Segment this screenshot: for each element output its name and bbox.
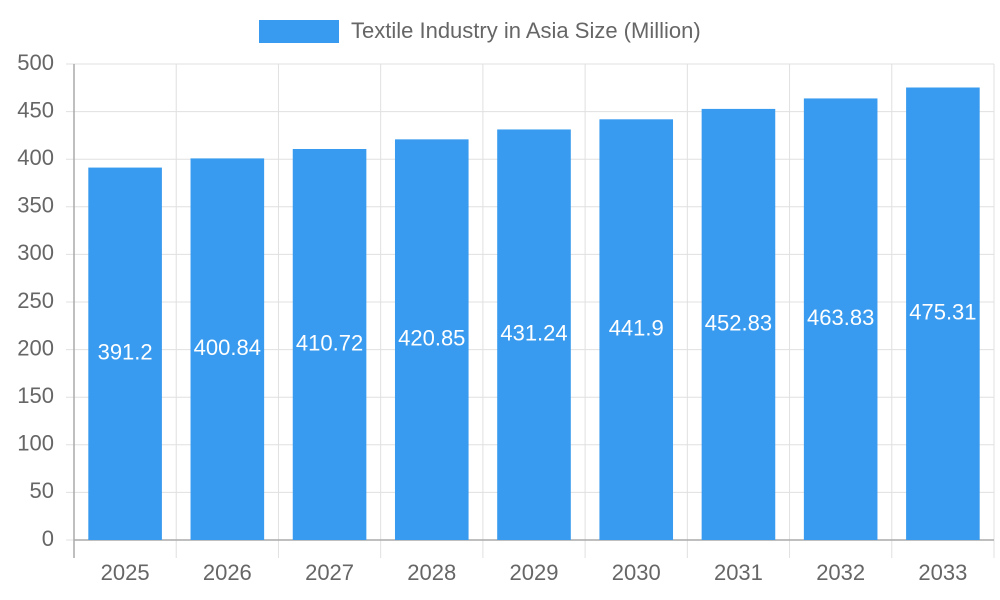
y-tick-label: 300: [17, 240, 54, 265]
legend-swatch: [259, 20, 339, 43]
bar: [292, 148, 367, 540]
y-tick-label: 350: [17, 193, 54, 218]
x-tick-label: 2031: [714, 560, 763, 585]
y-tick-label: 400: [17, 145, 54, 170]
y-tick-label: 50: [30, 478, 54, 503]
y-tick-label: 250: [17, 288, 54, 313]
value-label: 475.31: [909, 300, 976, 325]
bar: [394, 139, 469, 540]
x-tick-label: 2033: [918, 560, 967, 585]
value-label: 410.72: [296, 330, 363, 355]
x-tick-label: 2025: [101, 560, 150, 585]
value-label: 452.83: [705, 310, 772, 335]
x-tick-label: 2026: [203, 560, 252, 585]
y-tick-label: 500: [17, 50, 54, 75]
bar: [906, 87, 980, 540]
bar: [803, 98, 878, 540]
legend-label: Textile Industry in Asia Size (Million): [351, 18, 701, 43]
value-label: 400.84: [194, 335, 261, 360]
x-tick-label: 2028: [407, 560, 456, 585]
x-tick-label: 2032: [816, 560, 865, 585]
value-label: 391.2: [98, 340, 153, 365]
y-tick-label: 150: [17, 383, 54, 408]
value-label: 420.85: [398, 325, 465, 350]
x-tick-label: 2029: [510, 560, 559, 585]
x-tick-label: 2027: [305, 560, 354, 585]
bar: [599, 119, 674, 540]
value-label: 463.83: [807, 305, 874, 330]
y-tick-label: 0: [42, 526, 54, 551]
bar: [88, 167, 162, 540]
y-tick-label: 100: [17, 431, 54, 456]
bar: [497, 129, 571, 540]
value-label: 431.24: [500, 321, 567, 346]
value-label: 441.9: [609, 315, 664, 340]
x-tick-label: 2030: [612, 560, 661, 585]
bar: [701, 108, 776, 541]
bar: [190, 158, 265, 540]
y-tick-label: 200: [17, 335, 54, 360]
y-tick-label: 450: [17, 97, 54, 122]
